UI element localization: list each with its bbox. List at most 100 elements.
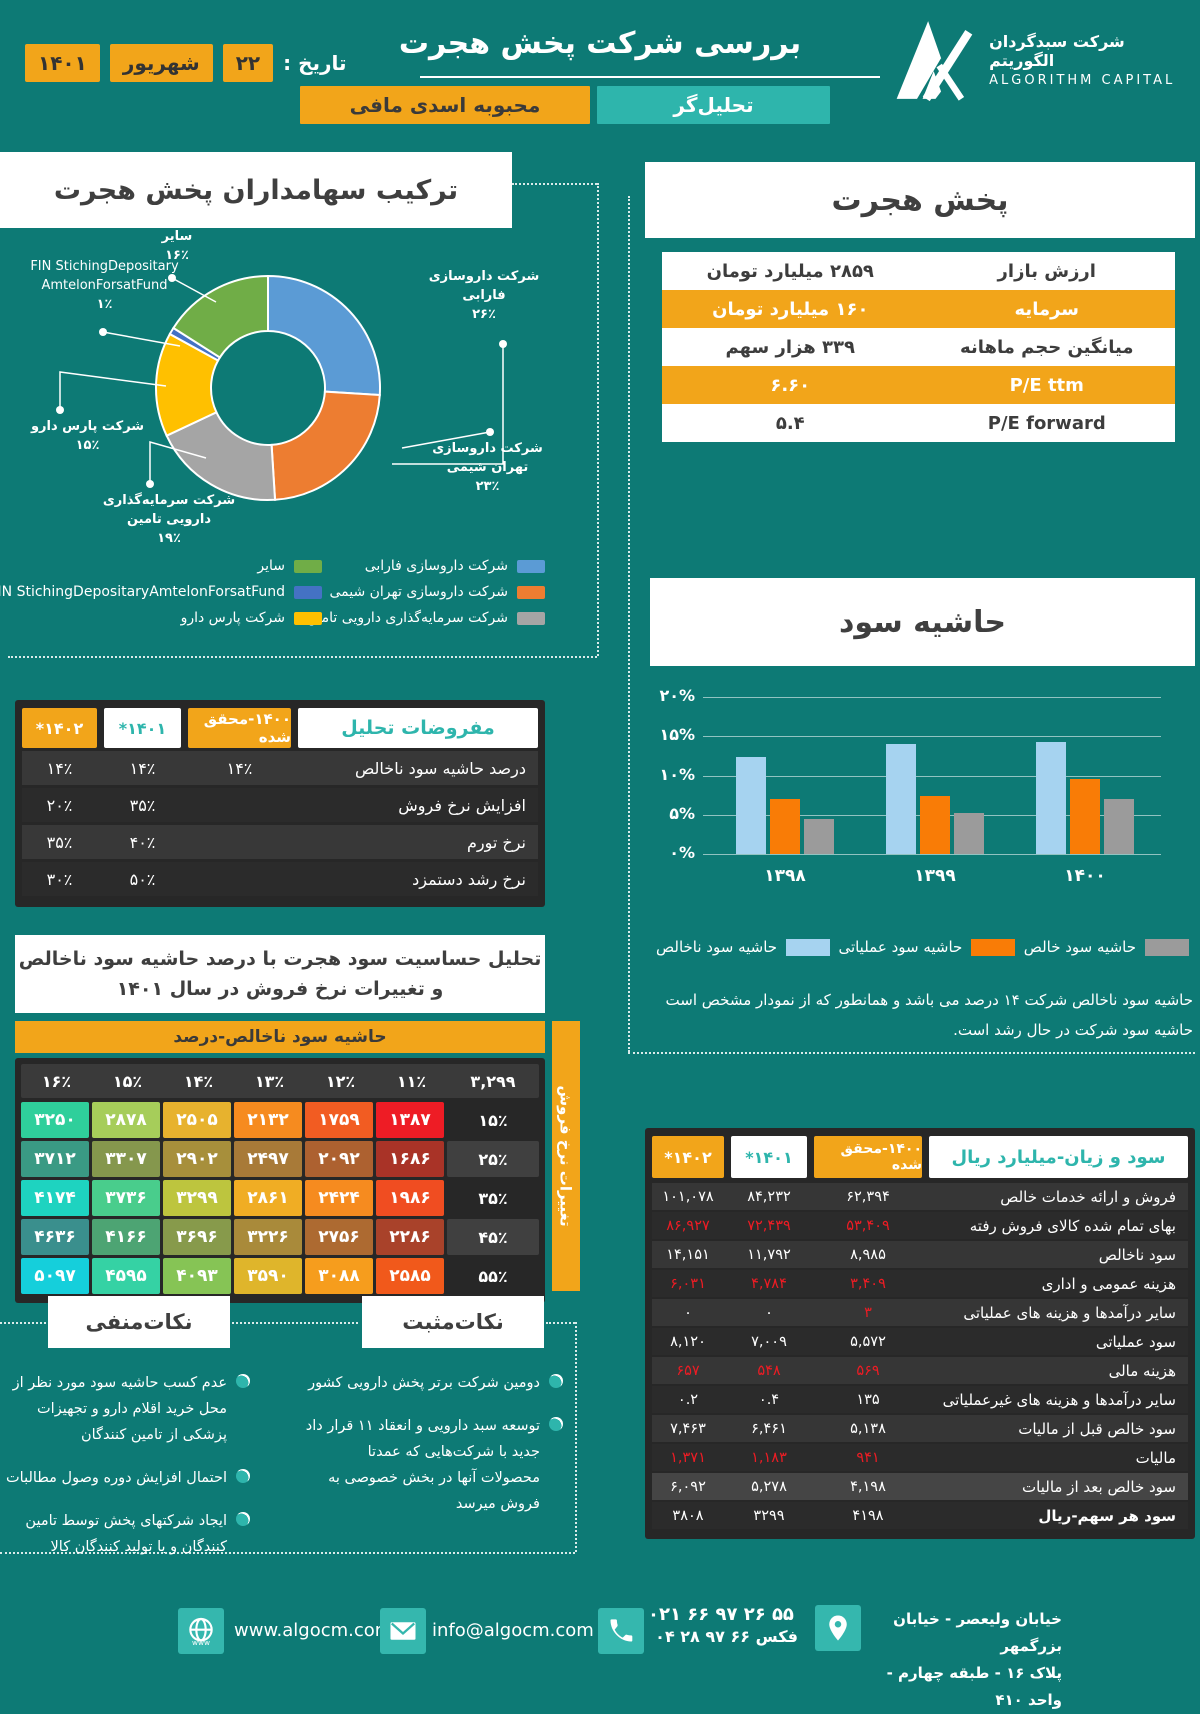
heatmap-cell: ۲۵۰۵ [163, 1102, 231, 1138]
legend-swatch [294, 611, 322, 625]
value-1402: ۱۰۱,۰۷۸ [662, 1188, 714, 1205]
bullet-marker-icon [236, 1512, 250, 1527]
row-label: سایر درآمدها و هزینه های عملیاتی [963, 1303, 1176, 1322]
sensitivity-title: تحلیل حساسیت سود هجرت با درصد حاشیه سود … [15, 935, 545, 1013]
value-1402: ۱,۳۷۱ [670, 1449, 706, 1466]
col-header-label: سود و زیان-میلیارد ریال [929, 1136, 1188, 1178]
bullet-text: ایجاد شرکتهای پخش توسط تامین کنندگان و ی… [25, 1513, 227, 1556]
value-1400: ۱۳۵ [856, 1391, 880, 1408]
value-1400: ۵,۵۷۲ [850, 1333, 886, 1350]
value-1400: ۸,۹۸۵ [850, 1246, 886, 1263]
pie-callout-line: شرکت داروسازی فارابی [428, 269, 540, 303]
logo-text-fa: شرکت سبدگردان الگوریتم [989, 32, 1125, 70]
value-1402: ۱۴٪ [46, 758, 73, 778]
value-1401: ۷۲,۴۳۹ [747, 1217, 791, 1234]
row-label: افزایش نرخ فروش [398, 795, 526, 815]
dotted-line [232, 1322, 358, 1324]
pnl-table: سود و زیان-میلیارد ریال ۱۴۰۰-محقق شده *۱۴۰… [645, 1128, 1195, 1539]
row-label: سود خالص قبل از مالیات [1018, 1419, 1176, 1438]
value-1402: ۶۵۷ [676, 1362, 700, 1379]
legend-label: حاشیه سود ناخالص [656, 938, 778, 956]
info-row-label: میانگین حجم ماهانه [960, 336, 1134, 358]
assumptions-row: افزایش نرخ فروش ۳۵٪ ۲۰٪ [22, 788, 538, 822]
value-1401: ۳۲۹۹ [753, 1507, 785, 1524]
report-date: تاریخ : ۲۲ شهریور ۱۴۰۱ [25, 44, 347, 82]
dotted-line [575, 1322, 577, 1552]
pnl-row: سود هر سهم-ریال ۴۱۹۸ ۳۲۹۹ ۳۸۰۸ [652, 1502, 1188, 1529]
shareholders-title: ترکیب سهامداران پخش هجرت [0, 152, 512, 228]
sensitivity-top-header: حاشیه سود ناخالص-درصد [15, 1021, 545, 1053]
bar-operating [1070, 779, 1100, 854]
note-line: حاشیه سود شرکت در حال رشد است. [953, 1021, 1193, 1039]
x-axis-label: ۱۴۰۰ [1064, 866, 1106, 886]
pie-leader-dot [56, 406, 64, 414]
pnl-row: سود خالص قبل از مالیات ۵,۱۳۸ ۶,۴۶۱ ۷,۴۶۳ [652, 1415, 1188, 1442]
info-row-value: ۵.۴ [775, 412, 805, 434]
bar-gross [1036, 741, 1066, 854]
value-1400: ۹۴۱ [856, 1449, 880, 1466]
pie-callout-other: سایر ۱۶٪ [142, 228, 212, 266]
row-label: بهای تمام شده کالای فروش رفته [969, 1216, 1176, 1235]
info-row-label: P/E ttm [1009, 374, 1084, 396]
heatmap-base-value: ۳,۲۹۹ [470, 1071, 516, 1091]
negative-points-list: عدم کسب حاشیه سود مورد نظر از محل خرید ا… [0, 1370, 250, 1578]
margin-chart-title: حاشیه سود [650, 578, 1195, 666]
value-1402: ۷,۴۶۳ [670, 1420, 706, 1437]
bullet-text: عدم کسب حاشیه سود مورد نظر از محل خرید ا… [12, 1375, 227, 1444]
value-1402: ۰ [684, 1304, 692, 1321]
pie-callout-line: دارویی تامین [126, 511, 212, 527]
value-1400 [188, 825, 291, 859]
pie-callout-line: ۲۳٪ [475, 478, 500, 494]
col-header-1400: ۱۴۰۰-محقق شده [814, 1136, 922, 1178]
assumptions-row: نرخ رشد دستمزد ۵۰٪ ۳۰٪ [22, 862, 538, 896]
value-1401: ۸۴,۲۳۲ [747, 1188, 791, 1205]
value-1400: ۳,۴۰۹ [850, 1275, 886, 1292]
pie-legend-left: سایر FIN StichingDepositaryAmtelonForsatF… [0, 558, 322, 636]
bar-net [804, 819, 834, 854]
legend-label: سایر [257, 558, 285, 574]
col-header-1401: *۱۴۰۱ [104, 708, 181, 748]
value-1401: ۱۱,۷۹۲ [747, 1246, 791, 1263]
info-row-value: ۳۳۹ هزار سهم [725, 336, 855, 358]
value-1400: ۳ [864, 1304, 872, 1321]
heatmap-cell: ۲۸۶۱ [234, 1180, 302, 1216]
bar-net [954, 813, 984, 854]
note-bullet: توسعه سبد دارویی و انعقاد ۱۱ قرار داد جد… [305, 1413, 563, 1517]
bullet-text: دومین شرکت برتر پخش دارویی کشور [308, 1375, 540, 1391]
row-label: فروش و ارائه خدمات خالص [1000, 1187, 1176, 1206]
col-header-1402: *۱۴۰۲ [652, 1136, 724, 1178]
pie-legend-right: شرکت داروسازی فارابی شرکت داروسازی تهران … [290, 558, 545, 636]
y-axis-tick: ۱۰% [659, 764, 695, 784]
row-label: سود هر سهم-ریال [1038, 1506, 1176, 1525]
heatmap-cell: ۲۹۰۲ [163, 1141, 231, 1177]
pie-callout-fin: FIN StichingDepositary AmtelonForsatFund ۱… [12, 258, 197, 315]
value-1400: ۶۲,۳۹۴ [846, 1188, 890, 1205]
pnl-row: سایر درآمدها و هزینه های عملیاتی ۳ ۰ ۰ [652, 1299, 1188, 1326]
assumptions-header-row: مفروضات تحلیل ۱۴۰۰-محقق شده *۱۴۰۱ *۱۴۰۲ [22, 708, 538, 748]
legend-swatch [517, 559, 545, 573]
company-info-row: P/E forward ۵.۴ [662, 404, 1175, 442]
value-1400 [188, 862, 291, 896]
pnl-row: هزینه مالی ۵۶۹ ۵۴۸ ۶۵۷ [652, 1357, 1188, 1384]
value-1400 [188, 788, 291, 822]
heatmap-col-header: ۱۳٪ [254, 1071, 285, 1091]
heatmap-cell: ۲۷۵۶ [305, 1219, 373, 1255]
bar-gross [886, 744, 916, 854]
heatmap-col-header: ۱۱٪ [396, 1071, 427, 1091]
heatmap-row: ۵۰۹۷ ۴۵۹۵ ۴۰۹۳ ۳۵۹۰ ۳۰۸۸ ۲۵۸۵ ۵۵٪ [21, 1258, 539, 1294]
algorithm-capital-logo-icon [896, 21, 973, 102]
x-axis-label: ۱۳۹۹ [914, 866, 956, 886]
heatmap-row: ۳۲۵۰ ۲۸۷۸ ۲۵۰۵ ۲۱۳۲ ۱۷۵۹ ۱۳۸۷ ۱۵٪ [21, 1102, 539, 1138]
pie-leader-dot [499, 340, 507, 348]
chart-gridline [703, 697, 1161, 698]
heatmap-cell: ۳۷۳۶ [92, 1180, 160, 1216]
location-pin-icon [815, 1605, 861, 1651]
info-row-label: سرمایه [1014, 298, 1079, 320]
bar-operating [770, 799, 800, 854]
footer-website: www.algocm.com [234, 1620, 393, 1641]
heatmap-cell: ۳۳۰۷ [92, 1141, 160, 1177]
heatmap-cell: ۴۱۶۶ [92, 1219, 160, 1255]
logo-text-en: ALGORITHM CAPITAL [989, 73, 1176, 88]
heatmap-cell: ۳۵۹۰ [234, 1258, 302, 1294]
value-1401: ۵,۲۷۸ [751, 1478, 787, 1495]
